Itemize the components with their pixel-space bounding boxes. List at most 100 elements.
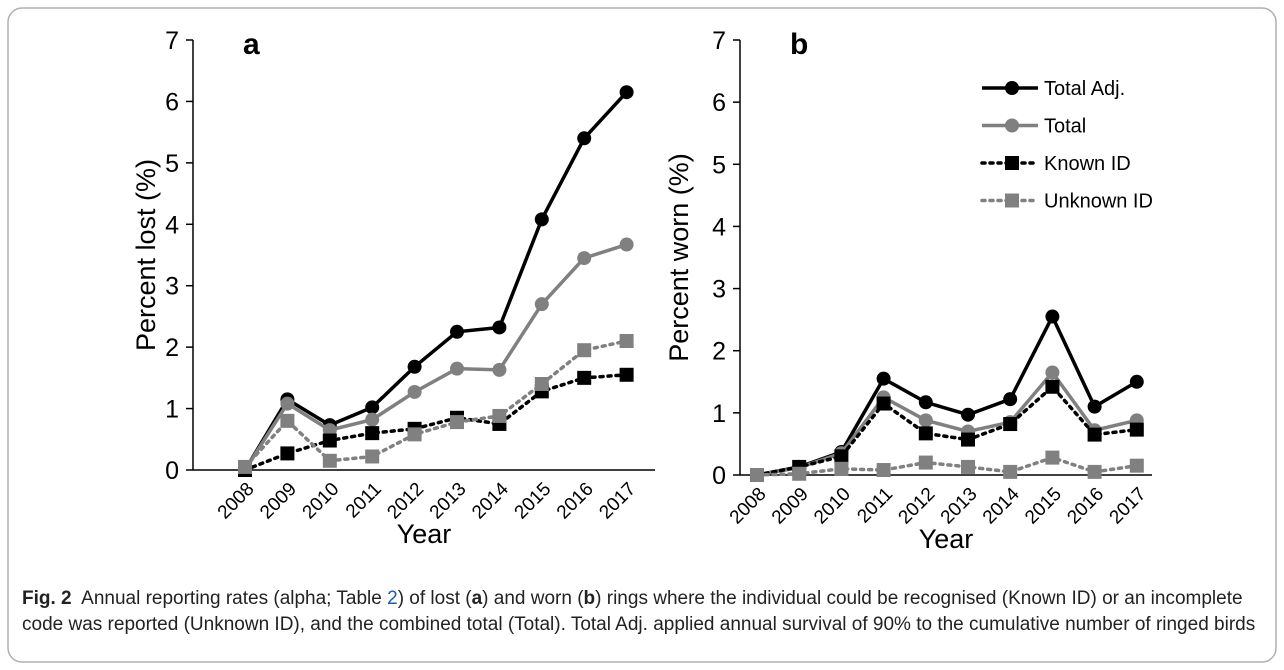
point (918, 395, 933, 410)
point (322, 453, 337, 468)
x-axis-label: Year (397, 519, 452, 549)
point (961, 432, 975, 447)
x-tick-label: 2015 (511, 479, 556, 524)
point (534, 377, 549, 391)
series-line (755, 455, 1139, 477)
x-tick-label: 2009 (256, 479, 301, 524)
point (619, 334, 634, 348)
x-tick-label: 2017 (1106, 484, 1151, 529)
series-line (243, 242, 628, 471)
legend-marker (1005, 156, 1019, 170)
caption-text: ) and worn ( (482, 588, 584, 609)
point (750, 468, 764, 482)
x-tick-label: 2016 (1063, 484, 1108, 529)
panel-label: a (243, 28, 260, 61)
y-tick-label: 7 (712, 27, 726, 55)
point (577, 343, 592, 358)
y-tick-label: 2 (712, 338, 726, 366)
point (280, 413, 295, 428)
series-line (243, 373, 629, 472)
legend-label: Total (1044, 116, 1086, 138)
x-tick-label: 2011 (342, 479, 386, 523)
caption-text: Annual reporting rates (alpha; Table (81, 588, 388, 609)
x-tick-label: 2016 (553, 479, 598, 524)
series-line (243, 339, 629, 469)
point (876, 371, 891, 386)
point (834, 449, 849, 464)
legend-label: Total Adj. (1044, 78, 1125, 100)
x-tick-label: 2014 (468, 478, 513, 523)
point (918, 426, 933, 441)
x-tick-label: 2008 (726, 484, 771, 529)
point (280, 446, 295, 461)
frame (7, 7, 1277, 663)
point (450, 361, 464, 376)
point (1129, 374, 1144, 389)
point (280, 396, 295, 411)
point (1129, 422, 1144, 437)
x-tick-label: 2010 (810, 484, 855, 529)
y-tick-label: 0 (165, 457, 179, 485)
legend-marker (1005, 193, 1019, 208)
point (407, 384, 422, 399)
panel-label: b (790, 28, 808, 61)
point (365, 426, 380, 441)
point (407, 359, 422, 374)
point (1129, 458, 1144, 473)
point (1003, 392, 1018, 407)
y-axis-label: Percent worn (%) (664, 153, 694, 362)
series-line (243, 91, 628, 471)
x-tick-label: 2015 (1021, 484, 1066, 529)
point (365, 400, 380, 415)
point (876, 396, 891, 411)
point (792, 466, 807, 481)
point (1045, 450, 1060, 465)
y-tick-label: 7 (165, 27, 179, 55)
point (1087, 464, 1102, 479)
y-axis-label: Percent lost (%) (131, 159, 161, 351)
y-tick-label: 5 (165, 150, 179, 178)
point (1003, 464, 1018, 479)
point (1003, 417, 1018, 432)
point (534, 212, 549, 227)
x-tick-label: 2014 (979, 483, 1024, 528)
point (834, 461, 849, 476)
point (619, 367, 634, 382)
point (577, 251, 592, 266)
legend-label: Known ID (1044, 153, 1131, 175)
point (365, 412, 380, 427)
point (492, 362, 507, 377)
point (619, 85, 634, 100)
x-tick-label: 2010 (299, 479, 344, 524)
y-tick-label: 1 (165, 396, 179, 424)
y-tick-label: 1 (712, 400, 726, 428)
x-tick-label: 2012 (895, 484, 940, 529)
y-tick-label: 6 (165, 88, 179, 116)
y-tick-label: 4 (712, 213, 726, 241)
y-tick-label: 0 (712, 462, 726, 490)
y-tick-label: 6 (712, 89, 726, 117)
series-line (756, 312, 1138, 477)
x-tick-label: 2009 (768, 484, 813, 529)
point (1045, 309, 1060, 324)
x-tick-label: 2013 (426, 479, 471, 524)
point (1087, 399, 1102, 414)
caption-text: ) of lost ( (397, 588, 472, 609)
point (961, 407, 975, 422)
caption-panel: b (583, 588, 596, 609)
point (619, 237, 634, 252)
table-link[interactable]: 2 (387, 588, 398, 609)
point (577, 370, 592, 385)
x-tick-label: 2012 (383, 479, 428, 524)
caption-label: Fig. 2 (22, 588, 72, 609)
point (492, 408, 507, 423)
caption-panel: a (471, 588, 483, 609)
point (1045, 365, 1060, 380)
point (238, 459, 252, 474)
point (1045, 379, 1060, 394)
point (450, 415, 464, 430)
point (1087, 427, 1102, 442)
point (876, 463, 891, 478)
